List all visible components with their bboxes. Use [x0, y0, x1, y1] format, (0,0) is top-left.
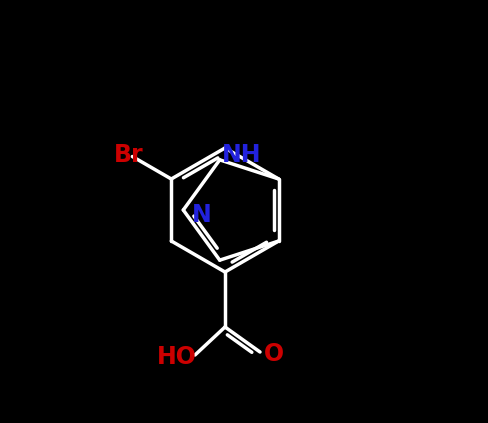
Text: NH: NH: [222, 143, 262, 167]
Text: O: O: [264, 342, 284, 366]
Text: N: N: [191, 203, 211, 227]
Text: Br: Br: [114, 143, 144, 167]
Text: HO: HO: [157, 345, 197, 369]
